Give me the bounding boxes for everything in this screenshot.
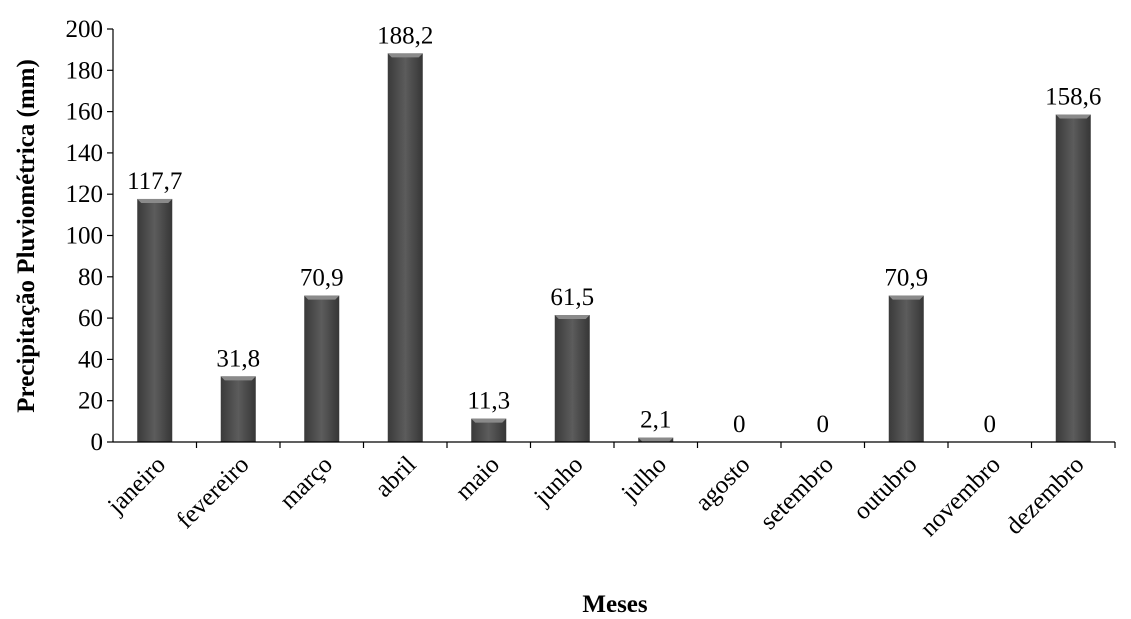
data-label: 11,3: [467, 388, 510, 415]
y-axis-title-text: Precipitação Pluviométrica (mm): [13, 59, 40, 413]
bar-bevel: [471, 418, 507, 423]
x-tick-label: fevereiro: [172, 451, 255, 534]
bar-bevel: [638, 437, 674, 442]
data-label: 158,6: [1045, 83, 1101, 110]
x-tick-label: novembro: [915, 451, 1006, 542]
bar: [471, 418, 507, 442]
y-tick-label: 80: [78, 264, 103, 291]
x-tick-label: setembro: [755, 451, 839, 535]
x-tick-label: janeiro: [102, 451, 171, 520]
data-label: 70,9: [300, 265, 344, 292]
bar-bevel: [304, 295, 340, 300]
bar: [387, 53, 423, 442]
bar-bevel: [137, 198, 173, 203]
y-tick-label: 200: [66, 16, 104, 43]
bars: [137, 53, 1091, 442]
x-axis-ticks: janeiro fevereiro março abril maio junho julho…: [102, 442, 1116, 542]
data-label: 0: [817, 411, 830, 438]
y-axis-ticks: 0 20 40 60 80 100 120 140 160 180 200: [66, 16, 113, 456]
x-tick-label: dezembro: [1001, 451, 1090, 540]
y-axis-title: Precipitação Pluviométrica (mm): [13, 59, 40, 413]
x-tick-label: abril: [370, 451, 422, 503]
bar-bevel: [387, 53, 423, 58]
y-tick-label: 180: [66, 57, 104, 84]
data-labels: 117,7 31,8 70,9 188,2 11,3 61,5 2,1 0 0 70,9 0 158,…: [127, 22, 1101, 438]
bar: [220, 376, 256, 442]
y-tick-label: 40: [78, 346, 103, 373]
y-tick-label: 60: [78, 305, 103, 332]
bar-bevel: [220, 376, 256, 381]
bar: [1055, 114, 1091, 442]
x-axis-title: Meses: [582, 591, 648, 618]
y-tick-label: 100: [66, 223, 104, 250]
bar: [304, 295, 340, 442]
y-tick-label: 120: [66, 181, 104, 208]
data-label: 70,9: [884, 265, 928, 292]
bar-bevel: [888, 295, 924, 300]
y-tick-label: 140: [66, 140, 104, 167]
y-tick-label: 160: [66, 99, 104, 126]
x-tick-label: março: [275, 451, 338, 514]
bar: [554, 315, 590, 442]
x-tick-label: junho: [528, 451, 588, 511]
bar: [137, 198, 173, 442]
x-tick-label: maio: [451, 451, 505, 505]
data-label: 61,5: [550, 284, 594, 311]
bar: [888, 295, 924, 442]
data-label: 188,2: [377, 22, 433, 49]
data-label: 0: [984, 411, 997, 438]
data-label: 31,8: [216, 345, 260, 372]
x-tick-label: outubro: [848, 451, 922, 525]
y-tick-label: 0: [91, 429, 104, 456]
y-tick-label: 20: [78, 388, 103, 415]
x-tick-label: julho: [616, 451, 672, 507]
x-tick-label: agosto: [690, 451, 755, 516]
data-label: 0: [733, 411, 746, 438]
bar-bevel: [1055, 114, 1091, 119]
bar-bevel: [554, 315, 590, 320]
data-label: 2,1: [640, 407, 671, 434]
data-label: 117,7: [127, 168, 182, 195]
